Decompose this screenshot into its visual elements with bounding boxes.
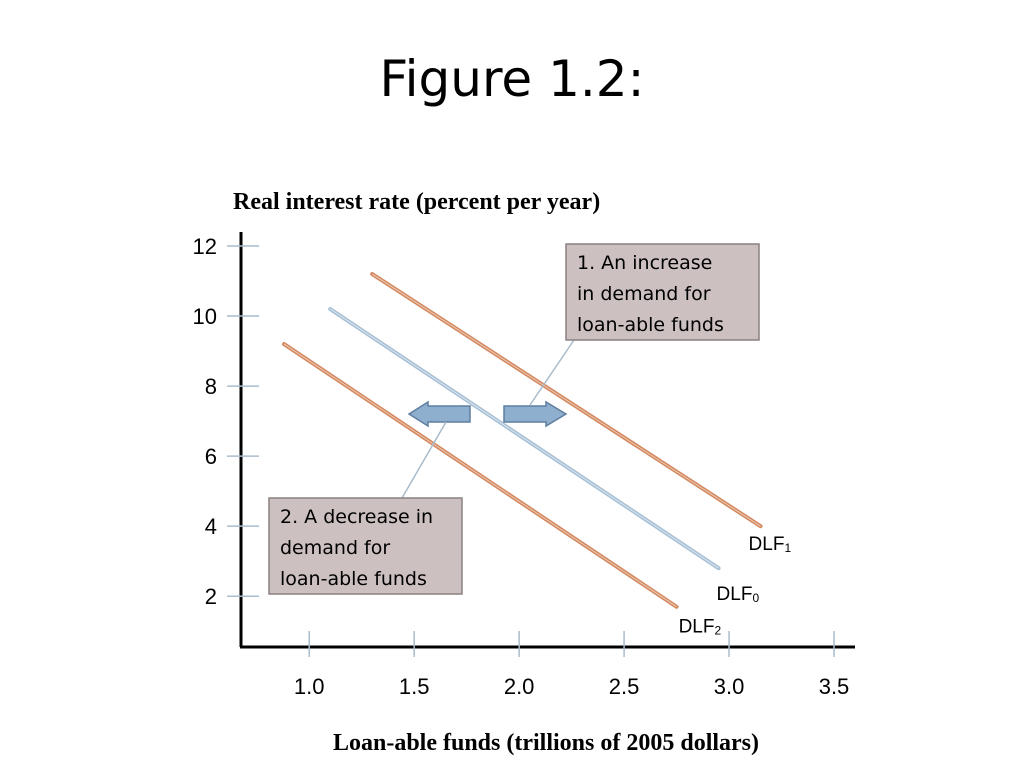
demand-curve-highlight <box>329 308 719 569</box>
arrow-left-icon <box>407 400 471 428</box>
demand-curve-highlight <box>283 343 677 608</box>
curve-label-name: DLF <box>749 534 785 555</box>
callout-decrease-line: demand for <box>280 537 390 559</box>
callout-decrease-line: 2. A decrease in <box>280 506 433 528</box>
curve-label-name: DLF <box>679 617 715 638</box>
callout-leader-line <box>401 421 447 499</box>
curve-label-subscript: 1 <box>784 541 791 555</box>
arrow-right-icon <box>503 400 568 428</box>
curve-label-dlf1: DLF1 <box>749 534 792 555</box>
callout-increase-line: loan-able funds <box>577 314 724 336</box>
slide-title: Figure 1.2: <box>379 50 645 108</box>
x-tick-label: 1.0 <box>294 674 325 699</box>
curve-label-name: DLF <box>717 584 753 605</box>
callouts-group: 1. An increase in demand for loan-able fun… <box>268 243 760 595</box>
curve-label-subscript: 2 <box>714 624 721 638</box>
callout-increase-line: in demand for <box>577 283 711 305</box>
curve-label-subscript: 0 <box>752 591 759 605</box>
y-tick-label: 6 <box>205 444 217 469</box>
y-tick-label: 2 <box>205 584 217 609</box>
x-tick-label: 3.5 <box>819 674 850 699</box>
curve-label-dlf2: DLF2 <box>679 617 722 638</box>
axes-group <box>239 232 855 649</box>
shift-arrows-group <box>407 400 568 428</box>
x-tick-label: 1.5 <box>399 674 430 699</box>
callout-leader-line <box>529 339 575 406</box>
y-tick-label: 12 <box>193 234 217 259</box>
y-tick-label: 4 <box>205 514 217 539</box>
x-axis-title: Loan-able funds (trillions of 2005 dolla… <box>333 730 759 756</box>
callout-decrease-line: loan-able funds <box>280 568 427 590</box>
y-tick-label: 8 <box>205 374 217 399</box>
callout-decrease-box <box>268 497 463 595</box>
curve-label-dlf0: DLF0 <box>717 584 760 605</box>
x-tick-label: 2.0 <box>504 674 535 699</box>
demand-curve-highlight <box>371 273 761 527</box>
callout-increase-line: 1. An increase <box>577 252 712 274</box>
x-tick-label: 3.0 <box>714 674 745 699</box>
y-axis-title: Real interest rate (percent per year) <box>233 189 600 215</box>
x-tick-label: 2.5 <box>609 674 640 699</box>
callout-increase-box <box>565 243 760 341</box>
curves-group <box>282 272 763 609</box>
y-tick-label: 10 <box>193 304 217 329</box>
